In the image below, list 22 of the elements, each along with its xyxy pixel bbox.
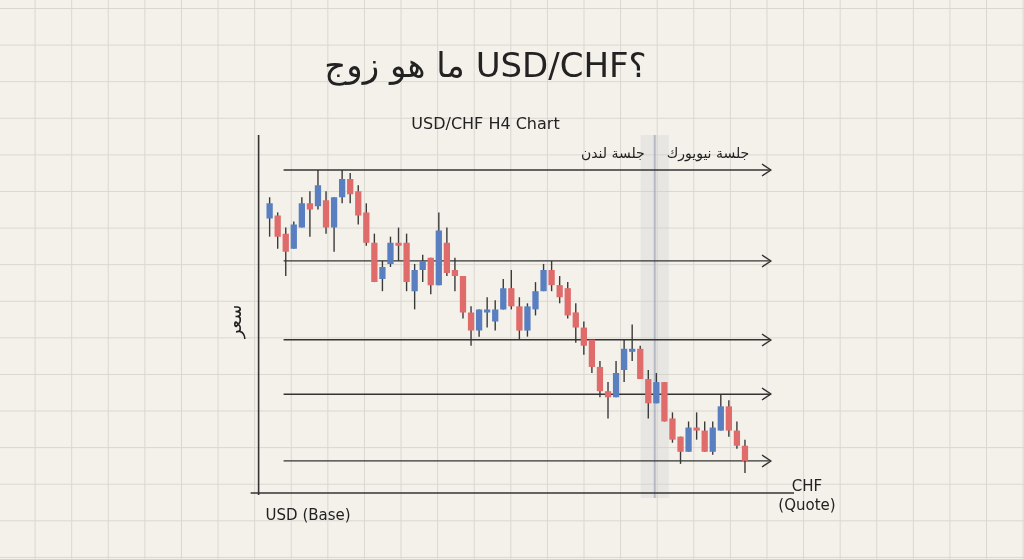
candlestick — [475, 308, 483, 338]
text: جلسة لندن — [580, 144, 645, 161]
text: جلسة نيويورك — [666, 144, 750, 162]
candlestick — [540, 263, 547, 292]
candlestick — [266, 196, 273, 238]
y-axis-title: سعر — [224, 304, 247, 340]
text: CHF (Quote) — [778, 476, 836, 514]
chart-title: ما هو زوج USD/CHF؟ — [324, 45, 647, 87]
candlestick — [347, 172, 354, 205]
candlestick — [693, 411, 700, 441]
candlestick — [411, 263, 418, 311]
chart-subtitle: USD/CHF H4 Chart — [411, 113, 560, 133]
candlestick — [733, 420, 741, 450]
candlestick — [484, 296, 491, 329]
x-axis-title: USD (Base) — [265, 505, 351, 524]
candlestick — [556, 275, 563, 305]
candlestick — [274, 211, 281, 250]
candlestick — [306, 190, 314, 238]
candlestick — [500, 278, 507, 311]
candlestick — [492, 299, 499, 332]
candlestick — [508, 269, 515, 311]
candlestick — [701, 420, 708, 453]
